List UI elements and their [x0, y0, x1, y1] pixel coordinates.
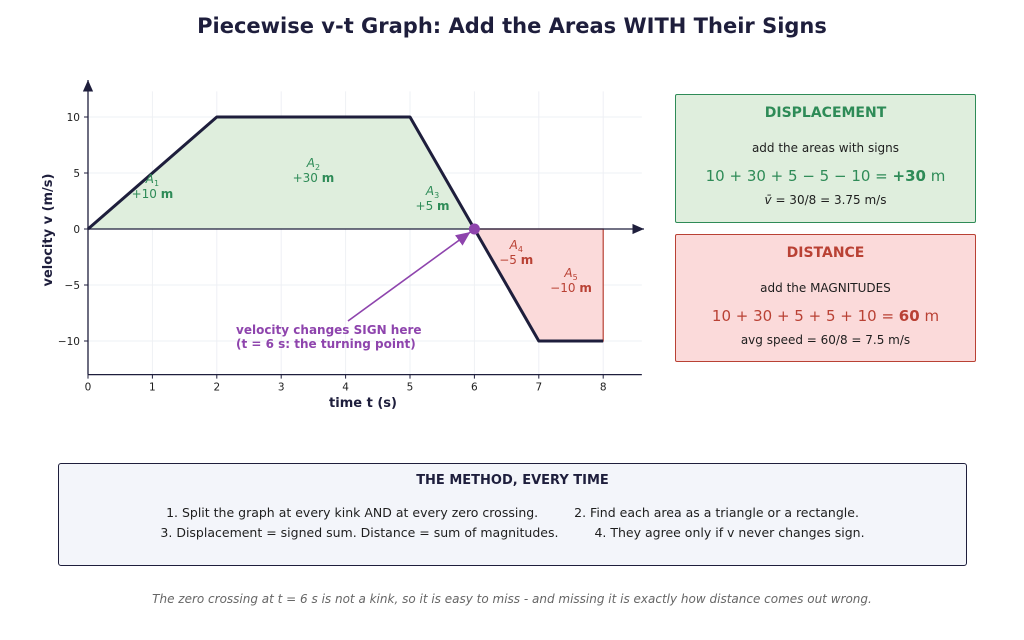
- y-tick-label: 10: [67, 112, 80, 124]
- y-tick-label: −10: [58, 336, 80, 348]
- displacement-subtitle: add the areas with signs: [751, 141, 900, 155]
- distance-result: 60: [898, 307, 920, 325]
- area-label-value: −5 m: [499, 253, 533, 267]
- x-tick-label: 0: [85, 382, 92, 394]
- method-title: THE METHOD, EVERY TIME: [416, 473, 609, 488]
- area-label-value: −10 m: [550, 281, 592, 295]
- area-label-value: +5 m: [416, 199, 450, 213]
- turning-point-annotation: velocity changes SIGN here(t = 6 s: the …: [236, 223, 480, 351]
- distance-equation: 10 + 30 + 5 + 5 + 10 = 60 m: [676, 307, 975, 325]
- area-label-name: A5: [563, 266, 577, 282]
- x-tick-label: 5: [407, 382, 414, 394]
- average-speed: avg speed = 60/8 = 7.5 m/s: [740, 333, 911, 347]
- x-tick-label: 6: [471, 382, 478, 394]
- displacement-heading: DISPLACEMENT: [764, 105, 887, 121]
- velocity-polyline: [87, 115, 604, 343]
- displacement-unit: m: [925, 167, 946, 185]
- y-tick-label: 0: [73, 224, 80, 236]
- annotation-line-2: (t = 6 s: the turning point): [236, 337, 416, 351]
- x-tick-label: 2: [213, 382, 220, 394]
- footer-note: The zero crossing at t = 6 s is not a ki…: [152, 592, 872, 606]
- distance-unit: m: [919, 307, 940, 325]
- ticks: 0 1 2 3 4 5 6 7 8 10 5 0 −5 −10 time t (s) velocity v (…: [41, 112, 607, 411]
- y-tick-label: −5: [65, 280, 80, 292]
- displacement-equation: 10 + 30 + 5 − 5 − 10 = +30 m: [676, 167, 975, 185]
- distance-subtitle: add the MAGNITUDES: [760, 281, 891, 295]
- area-labels: A1+10 m A2+30 m A3+5 m A4−5 m A5−10 m: [132, 156, 592, 295]
- average-velocity: v̄ = 30/8 = 3.75 m/s: [676, 193, 975, 207]
- method-box: THE METHOD, EVERY TIME 1. Split the grap…: [58, 463, 967, 566]
- y-tick-label: 5: [73, 168, 80, 180]
- vbar-symbol: v̄: [764, 193, 772, 207]
- x-tick-label: 1: [149, 382, 156, 394]
- method-row-2: 3. Displacement = signed sum. Distance =…: [59, 523, 966, 543]
- displacement-result: +30: [892, 167, 926, 185]
- page-title: Piecewise v-t Graph: Add the Areas WITH …: [197, 14, 827, 38]
- area-label-name: A4: [509, 238, 523, 254]
- distance-sum: 10 + 30 + 5 + 5 + 10 =: [711, 307, 899, 325]
- x-tick-label: 4: [342, 382, 349, 394]
- displacement-sum: 10 + 30 + 5 − 5 − 10 =: [705, 167, 893, 185]
- vt-graph: 0 1 2 3 4 5 6 7 8 10 5 0 −5 −10 time t (s) velocity v (…: [41, 80, 644, 411]
- method-step-2: 2. Find each area as a triangle or a rec…: [574, 505, 859, 520]
- displacement-box: DISPLACEMENT add the areas with signs 10…: [675, 94, 976, 223]
- velocity-line: [87, 115, 604, 343]
- method-step-4: 4. They agree only if v never changes si…: [594, 525, 865, 540]
- x-axis-label: time t (s): [329, 396, 397, 411]
- method-row-1: 1. Split the graph at every kink AND at …: [59, 503, 966, 523]
- method-step-1: 1. Split the graph at every kink AND at …: [166, 505, 539, 520]
- y-axis-label: velocity v (m/s): [41, 174, 56, 287]
- distance-box: DISTANCE add the MAGNITUDES 10 + 30 + 5 …: [675, 234, 976, 362]
- area-label-value: +10 m: [132, 187, 174, 201]
- area-label-name: A1: [145, 172, 159, 188]
- x-tick-label: 3: [278, 382, 285, 394]
- annotation-line-1: velocity changes SIGN here: [236, 323, 422, 337]
- annotation-arrow: [347, 231, 471, 322]
- area-label-value: +30 m: [293, 171, 335, 185]
- area-label-name: A3: [425, 184, 439, 200]
- turning-point-marker: [468, 223, 480, 235]
- area-label-name: A2: [306, 156, 320, 172]
- average-velocity-value: = 30/8 = 3.75 m/s: [771, 193, 887, 207]
- x-tick-label: 7: [535, 382, 542, 394]
- distance-heading: DISTANCE: [786, 245, 865, 261]
- x-tick-label: 8: [600, 382, 607, 394]
- method-step-3: 3. Displacement = signed sum. Distance =…: [160, 525, 559, 540]
